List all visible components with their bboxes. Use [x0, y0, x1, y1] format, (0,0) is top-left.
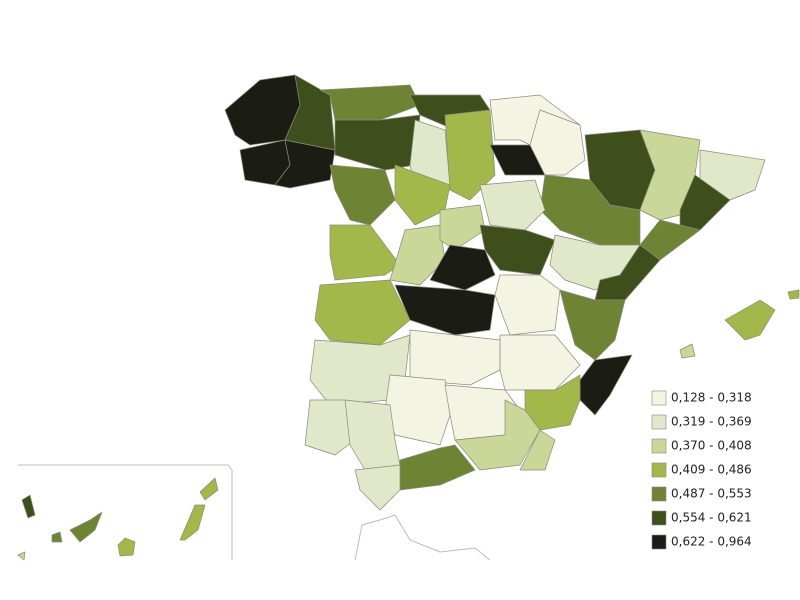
region — [399, 444, 476, 491]
region — [329, 164, 396, 226]
region — [787, 289, 800, 300]
region — [429, 244, 496, 291]
legend-label: 0,370 - 0,408 — [671, 439, 752, 453]
legend-label: 0,319 - 0,369 — [671, 415, 752, 429]
legend-swatch — [651, 486, 667, 502]
legend-label: 0,622 - 0,964 — [671, 535, 752, 549]
region — [409, 329, 501, 386]
region — [499, 334, 581, 391]
region — [394, 164, 451, 226]
region — [724, 299, 776, 341]
region — [519, 429, 556, 471]
region — [199, 477, 219, 501]
africa-coast — [354, 514, 491, 561]
legend-label: 0,487 - 0,553 — [671, 487, 752, 501]
map-frame — [18, 464, 491, 561]
legend-swatch — [651, 462, 667, 478]
region — [304, 399, 356, 456]
region — [69, 511, 103, 543]
legend-swatch — [651, 414, 667, 430]
legend-swatch — [651, 438, 667, 454]
region — [334, 114, 421, 171]
region — [117, 537, 136, 557]
region — [479, 179, 546, 231]
region — [329, 224, 401, 281]
region — [579, 354, 633, 416]
region — [51, 531, 63, 543]
legend-swatch — [651, 510, 667, 526]
region — [21, 494, 36, 519]
region — [454, 399, 541, 471]
region — [389, 224, 446, 286]
region — [559, 289, 626, 361]
region — [394, 284, 496, 336]
region — [384, 374, 451, 446]
region — [319, 84, 421, 121]
region — [494, 274, 561, 336]
region — [529, 109, 586, 176]
region — [179, 504, 206, 541]
legend-label: 0,409 - 0,486 — [671, 463, 752, 477]
legend-label: 0,128 - 0,318 — [671, 391, 752, 405]
region — [354, 464, 401, 511]
region — [314, 279, 411, 346]
legend-swatch — [651, 390, 667, 406]
region — [17, 551, 26, 561]
regions — [17, 74, 800, 561]
legend: 0,128 - 0,318 0,319 - 0,369 0,370 - 0,408 0… — [651, 390, 752, 550]
canary-frame — [18, 464, 233, 560]
region — [439, 204, 486, 251]
legend-swatch — [651, 534, 667, 550]
legend-label: 0,554 - 0,621 — [671, 511, 752, 525]
region — [679, 343, 696, 359]
